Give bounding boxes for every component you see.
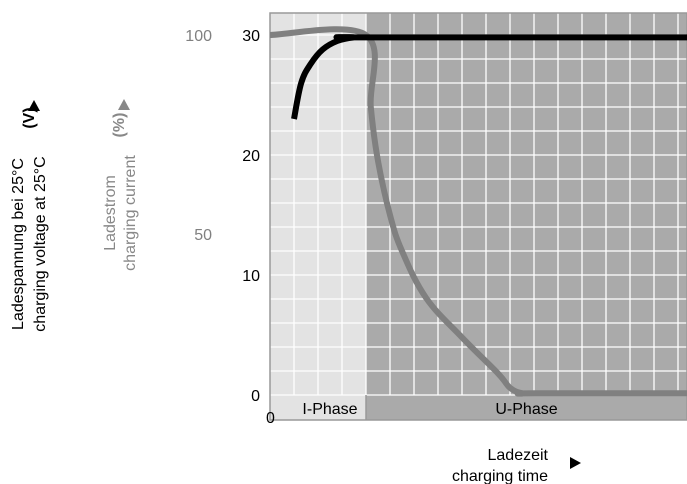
u-phase-region bbox=[366, 13, 687, 420]
voltage-tick-label: 30 bbox=[242, 28, 260, 45]
current-axis-arrow-icon bbox=[118, 99, 130, 110]
plot-frame bbox=[269, 12, 687, 421]
voltage-axis-title-de: Ladespannung bei 25°C bbox=[10, 158, 27, 330]
voltage-axis-title-en: charging voltage at 25°C bbox=[32, 156, 49, 331]
voltage-tick-label: 0 bbox=[251, 388, 260, 405]
current-tick-label: 50 bbox=[194, 227, 212, 244]
current-tick-label: 100 bbox=[185, 28, 212, 45]
current-tick-labels: 50 100 bbox=[185, 28, 212, 244]
x-origin-label: 0 bbox=[266, 410, 275, 427]
x-axis-title-en: charging time bbox=[452, 468, 548, 484]
phase-label-i: I-Phase bbox=[302, 401, 357, 418]
voltage-tick-label: 20 bbox=[242, 148, 260, 165]
current-axis-unit: (%) bbox=[111, 113, 128, 138]
voltage-axis-arrow-icon bbox=[28, 100, 40, 111]
current-axis-title-de: Ladestrom bbox=[102, 175, 119, 251]
x-axis-arrow-icon bbox=[570, 457, 581, 469]
x-axis-title-de: Ladezeit bbox=[488, 447, 549, 464]
voltage-axis-unit: (V) bbox=[21, 107, 38, 128]
current-axis-title-en: charging current bbox=[122, 155, 139, 271]
phase-label-u: U-Phase bbox=[495, 401, 557, 418]
voltage-tick-labels: 0 10 20 30 bbox=[242, 28, 260, 405]
series-line-current bbox=[269, 26, 687, 397]
voltage-tick-label: 10 bbox=[242, 268, 260, 285]
series-line-voltage bbox=[291, 34, 687, 120]
